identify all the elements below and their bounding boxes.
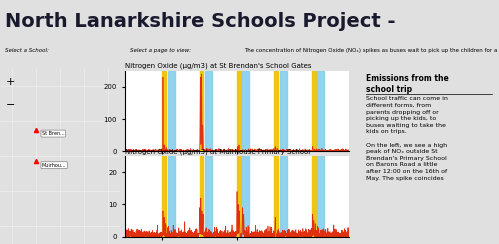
Text: Muirhou...: Muirhou... bbox=[42, 163, 66, 168]
Bar bbox=[168, 71, 175, 151]
Bar bbox=[243, 156, 250, 237]
Bar bbox=[274, 71, 278, 151]
Bar bbox=[280, 156, 287, 237]
Text: The concentration of Nitrogen Oxide (NOₓ) spikes as buses wait to pick up the ch: The concentration of Nitrogen Oxide (NOₓ… bbox=[245, 48, 499, 52]
Text: Select a page to view:: Select a page to view: bbox=[130, 48, 191, 52]
Text: Select a School:: Select a School: bbox=[5, 48, 49, 52]
Bar bbox=[237, 156, 241, 237]
Text: +: + bbox=[6, 77, 15, 87]
Text: Nitrogen Oxide (µg/m3) at St Brendan's School Gates: Nitrogen Oxide (µg/m3) at St Brendan's S… bbox=[125, 63, 311, 70]
Bar bbox=[205, 156, 212, 237]
Bar bbox=[237, 71, 241, 151]
Text: Nitrogen Oxide (µg/m3) at Muirhouse Primary School: Nitrogen Oxide (µg/m3) at Muirhouse Prim… bbox=[125, 148, 310, 155]
Text: −: − bbox=[6, 100, 15, 110]
Bar bbox=[200, 71, 204, 151]
Bar bbox=[168, 156, 175, 237]
Bar bbox=[274, 156, 278, 237]
Bar bbox=[312, 156, 316, 237]
Bar bbox=[162, 71, 166, 151]
Bar bbox=[243, 71, 250, 151]
Bar bbox=[162, 156, 166, 237]
Text: School traffic can come in
different forms, from
parents dropping off or
picking: School traffic can come in different for… bbox=[366, 96, 448, 181]
Bar bbox=[312, 71, 316, 151]
Bar bbox=[200, 156, 204, 237]
Text: St Bren...: St Bren... bbox=[42, 131, 64, 136]
Bar bbox=[317, 71, 324, 151]
Text: Emissions from the
school trip: Emissions from the school trip bbox=[366, 74, 449, 94]
Text: North Lanarkshire Schools Project -: North Lanarkshire Schools Project - bbox=[5, 12, 396, 31]
Bar bbox=[280, 71, 287, 151]
Bar bbox=[205, 71, 212, 151]
Bar bbox=[317, 156, 324, 237]
